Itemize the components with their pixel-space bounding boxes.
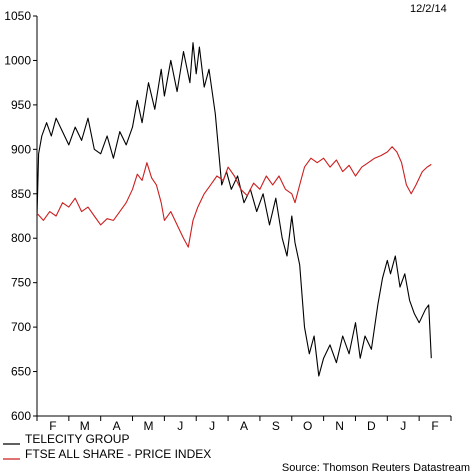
x-tick-label: J <box>209 419 215 433</box>
legend: TELECITY GROUP FTSE ALL SHARE - PRICE IN… <box>3 432 211 461</box>
x-tick-label: M <box>80 419 90 433</box>
series-lines <box>36 42 432 377</box>
series-line-telecity-group <box>36 42 432 377</box>
x-tick-label: J <box>177 419 183 433</box>
x-tick-label: F <box>49 419 56 433</box>
source-note: Source: Thomson Reuters Datastream <box>282 462 470 474</box>
x-tick-label: O <box>303 419 312 433</box>
legend-label-ftse-all-share: FTSE ALL SHARE - PRICE INDEX <box>25 447 211 461</box>
x-tick-label: F <box>431 419 438 433</box>
x-tick-label: N <box>335 419 344 433</box>
y-tick-label: 1000 <box>4 53 31 67</box>
y-tick-label: 650 <box>11 365 31 379</box>
legend-label-telecity-group: TELECITY GROUP <box>25 432 129 446</box>
y-axis-ticks: 600 650 700 750 800 850 900 950 1000 1050 <box>4 9 37 423</box>
y-tick-label: 600 <box>11 409 31 423</box>
series-line-ftse-all-share <box>36 146 432 248</box>
y-tick-label: 950 <box>11 98 31 112</box>
x-tick-label: A <box>240 419 248 433</box>
x-tick-label: A <box>113 419 121 433</box>
y-tick-label: 900 <box>11 142 31 156</box>
x-tick-label: D <box>367 419 376 433</box>
x-tick-label: M <box>143 419 153 433</box>
y-tick-label: 700 <box>11 320 31 334</box>
y-tick-label: 850 <box>11 187 31 201</box>
y-tick-label: 750 <box>11 276 31 290</box>
y-tick-label: 800 <box>11 231 31 245</box>
x-tick-label: S <box>272 419 280 433</box>
date-stamp: 12/2/14 <box>410 3 447 15</box>
x-tick-label: J <box>400 419 406 433</box>
y-tick-label: 1050 <box>4 9 31 23</box>
